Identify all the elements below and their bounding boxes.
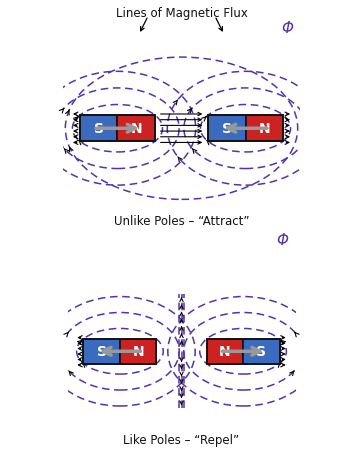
Text: N: N bbox=[131, 122, 142, 136]
Text: S: S bbox=[94, 122, 103, 136]
Text: N: N bbox=[132, 344, 144, 359]
Text: S: S bbox=[256, 344, 266, 359]
Bar bbox=[83, 339, 120, 364]
Bar bbox=[207, 339, 243, 364]
Text: Unlike Poles – “Attract”: Unlike Poles – “Attract” bbox=[114, 214, 249, 227]
Bar bbox=[245, 116, 284, 142]
Bar bbox=[208, 116, 284, 142]
Bar bbox=[83, 339, 156, 364]
Bar bbox=[120, 339, 156, 364]
Text: S: S bbox=[97, 344, 107, 359]
Bar bbox=[79, 116, 118, 142]
Bar bbox=[207, 339, 280, 364]
Text: Φ: Φ bbox=[277, 232, 289, 247]
Bar bbox=[79, 116, 155, 142]
Text: S: S bbox=[221, 122, 232, 136]
Text: Φ: Φ bbox=[281, 21, 293, 36]
Bar bbox=[208, 116, 245, 142]
Text: Like Poles – “Repel”: Like Poles – “Repel” bbox=[123, 433, 240, 446]
Text: N: N bbox=[259, 122, 270, 136]
Text: N: N bbox=[219, 344, 231, 359]
Bar bbox=[118, 116, 155, 142]
Text: Lines of Magnetic Flux: Lines of Magnetic Flux bbox=[115, 7, 248, 20]
Bar bbox=[243, 339, 280, 364]
